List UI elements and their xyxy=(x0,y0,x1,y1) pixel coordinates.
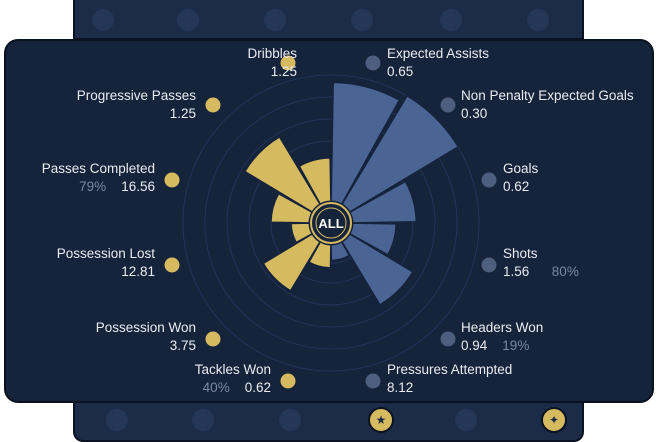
radar-chart: ALL xyxy=(164,55,497,389)
metric-name: Possession Lost xyxy=(56,246,155,261)
metric-value: 1.25 xyxy=(169,106,196,121)
metric-pct: 79% xyxy=(79,179,107,194)
metric-value: 3.75 xyxy=(169,338,196,353)
wedge-dribbles[interactable] xyxy=(298,157,332,205)
metric-label-dribbles: Dribbles 1.25 xyxy=(247,45,297,81)
swirl-icon[interactable] xyxy=(106,409,128,431)
metric-name: Expected Assists xyxy=(387,46,490,61)
metric-name: Goals xyxy=(503,161,539,176)
mail-icon[interactable] xyxy=(177,9,199,31)
metric-value: 12.81 xyxy=(121,264,155,279)
dot-shots[interactable] xyxy=(481,257,497,273)
leaf-icon[interactable] xyxy=(527,9,549,31)
wedge-possession-won[interactable] xyxy=(262,233,321,292)
dot-tackles-won[interactable] xyxy=(280,373,296,389)
metric-label-possession-lost: Possession Lost 12.81 xyxy=(57,245,155,281)
dot-possession-won[interactable] xyxy=(205,331,221,347)
metric-pct: 19% xyxy=(502,338,530,353)
wedge-pressures-attempted[interactable] xyxy=(330,241,350,261)
wedge-progressive-passes[interactable] xyxy=(244,136,321,213)
grid-ring xyxy=(226,118,436,328)
metric-value: 0.94 xyxy=(461,338,488,353)
metric-label-shots: Shots 1.56 80% xyxy=(503,245,579,281)
metric-value: 8.12 xyxy=(387,380,414,395)
radar-wedges xyxy=(244,82,459,306)
dot-headers-won[interactable] xyxy=(440,331,456,347)
metric-label-possession-won: Possession Won 3.75 xyxy=(96,319,196,355)
top-tab-bar xyxy=(73,0,584,40)
grid-ring xyxy=(290,182,372,264)
dot-dribbles[interactable] xyxy=(280,55,296,71)
metric-value: 0.62 xyxy=(244,380,271,395)
metric-name: Non Penalty Expected Goals xyxy=(461,88,634,103)
fox-glyph: ✦ xyxy=(548,413,560,427)
center-badge[interactable] xyxy=(310,202,352,244)
metric-label-pressures-attempted: Pressures Attempted 8.12 xyxy=(387,361,512,397)
metric-value: 0.65 xyxy=(387,64,414,79)
phone-icon[interactable] xyxy=(279,409,301,431)
radar-panel: ALL Dribbles 1.25 Progressive Passes 1.2… xyxy=(4,39,654,403)
target-icon[interactable] xyxy=(440,9,462,31)
metric-value: 1.25 xyxy=(270,64,297,79)
wedge-passes-completed[interactable] xyxy=(270,193,313,224)
metric-label-headers-won: Headers Won 0.94 19% xyxy=(461,319,543,355)
metric-pct: 40% xyxy=(202,380,230,395)
metric-label-passes-completed: Passes Completed 79% 16.56 xyxy=(42,160,155,196)
anchor-icon[interactable] xyxy=(92,9,114,31)
metric-name: Progressive Passes xyxy=(76,88,196,103)
wedge-non-penalty-expected-goals[interactable] xyxy=(341,95,459,213)
metric-name: Headers Won xyxy=(461,320,544,335)
metric-value: 0.30 xyxy=(461,106,488,121)
metric-label-tackles-won: Tackles Won 40% 0.62 xyxy=(195,361,271,397)
flower-icon[interactable] xyxy=(455,409,477,431)
metric-name: Possession Won xyxy=(95,320,196,335)
grid-ring xyxy=(270,162,392,284)
wedge-shots[interactable] xyxy=(349,222,397,256)
fox-icon[interactable]: ✦ xyxy=(541,407,567,433)
wedge-expected-assists[interactable] xyxy=(330,82,400,205)
dot-progressive-passes[interactable] xyxy=(205,97,221,113)
radar-rings xyxy=(182,74,480,372)
wedge-goals[interactable] xyxy=(349,181,417,224)
hammer-sickle-icon[interactable] xyxy=(351,9,373,31)
grid-ring xyxy=(204,96,458,350)
center-badge-ring xyxy=(315,207,347,239)
dot-expected-assists[interactable] xyxy=(365,55,381,71)
wedge-headers-won[interactable] xyxy=(341,233,414,306)
metric-pct: 80% xyxy=(551,264,579,279)
dot-pressures-attempted[interactable] xyxy=(365,373,381,389)
wizard-icon[interactable]: ★ xyxy=(368,407,394,433)
radar-dots xyxy=(164,55,497,389)
center-label: ALL xyxy=(318,216,343,231)
dot-possession-lost[interactable] xyxy=(164,257,180,273)
metric-value: 0.62 xyxy=(503,179,530,194)
bottom-tab-bar: ★ ✦ xyxy=(73,402,584,442)
metric-label-expected-assists: Expected Assists 0.65 xyxy=(387,45,489,81)
metric-name: Tackles Won xyxy=(194,362,271,377)
metric-label-progressive-passes: Progressive Passes 1.25 xyxy=(77,87,196,123)
metric-label-npxg: Non Penalty Expected Goals 0.30 xyxy=(461,87,634,123)
grid-ring xyxy=(182,74,480,372)
wedge-possession-lost[interactable] xyxy=(290,222,313,243)
metric-name: Pressures Attempted xyxy=(387,362,513,377)
dot-non-penalty-expected-goals[interactable] xyxy=(440,97,456,113)
cloud-icon[interactable] xyxy=(264,9,286,31)
metric-label-goals: Goals 0.62 xyxy=(503,160,538,196)
wedge-tackles-won[interactable] xyxy=(308,241,332,269)
metric-value: 16.56 xyxy=(121,179,155,194)
metric-name: Dribbles xyxy=(247,46,297,61)
gear-icon[interactable] xyxy=(192,409,214,431)
metric-name: Passes Completed xyxy=(41,161,155,176)
metric-value: 1.56 xyxy=(503,264,530,279)
dot-goals[interactable] xyxy=(481,172,497,188)
dot-passes-completed[interactable] xyxy=(164,172,180,188)
metric-name: Shots xyxy=(503,246,538,261)
grid-ring xyxy=(248,140,414,306)
wizard-glyph: ★ xyxy=(375,413,387,427)
